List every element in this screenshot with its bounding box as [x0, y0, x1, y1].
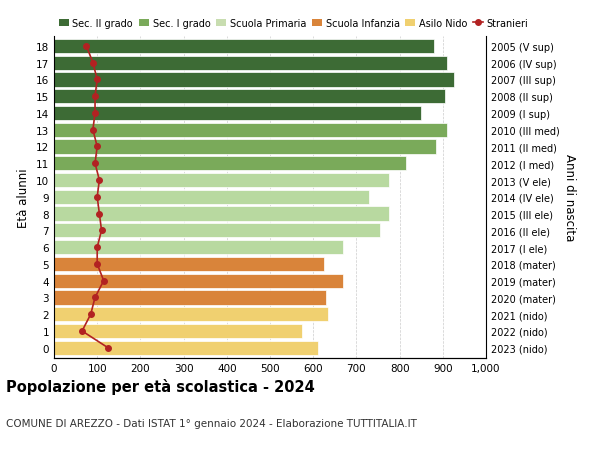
- Bar: [54, 157, 406, 171]
- Bar: [54, 341, 317, 355]
- Bar: [54, 73, 454, 87]
- Bar: [54, 123, 447, 138]
- Y-axis label: Età alunni: Età alunni: [17, 168, 31, 227]
- Bar: [54, 56, 447, 71]
- Bar: [54, 174, 389, 188]
- Bar: [54, 274, 343, 288]
- Bar: [54, 207, 389, 221]
- Bar: [54, 308, 328, 322]
- Bar: [54, 224, 380, 238]
- Bar: [54, 190, 370, 204]
- Bar: [54, 90, 445, 104]
- Bar: [54, 291, 326, 305]
- Bar: [54, 241, 343, 255]
- Bar: [54, 39, 434, 54]
- Legend: Sec. II grado, Sec. I grado, Scuola Primaria, Scuola Infanzia, Asilo Nido, Stran: Sec. II grado, Sec. I grado, Scuola Prim…: [59, 19, 529, 28]
- Bar: [54, 324, 302, 338]
- Bar: [54, 140, 436, 154]
- Bar: [54, 106, 421, 121]
- Y-axis label: Anni di nascita: Anni di nascita: [563, 154, 576, 241]
- Text: Popolazione per età scolastica - 2024: Popolazione per età scolastica - 2024: [6, 379, 315, 395]
- Text: COMUNE DI AREZZO - Dati ISTAT 1° gennaio 2024 - Elaborazione TUTTITALIA.IT: COMUNE DI AREZZO - Dati ISTAT 1° gennaio…: [6, 418, 417, 428]
- Bar: [54, 257, 324, 271]
